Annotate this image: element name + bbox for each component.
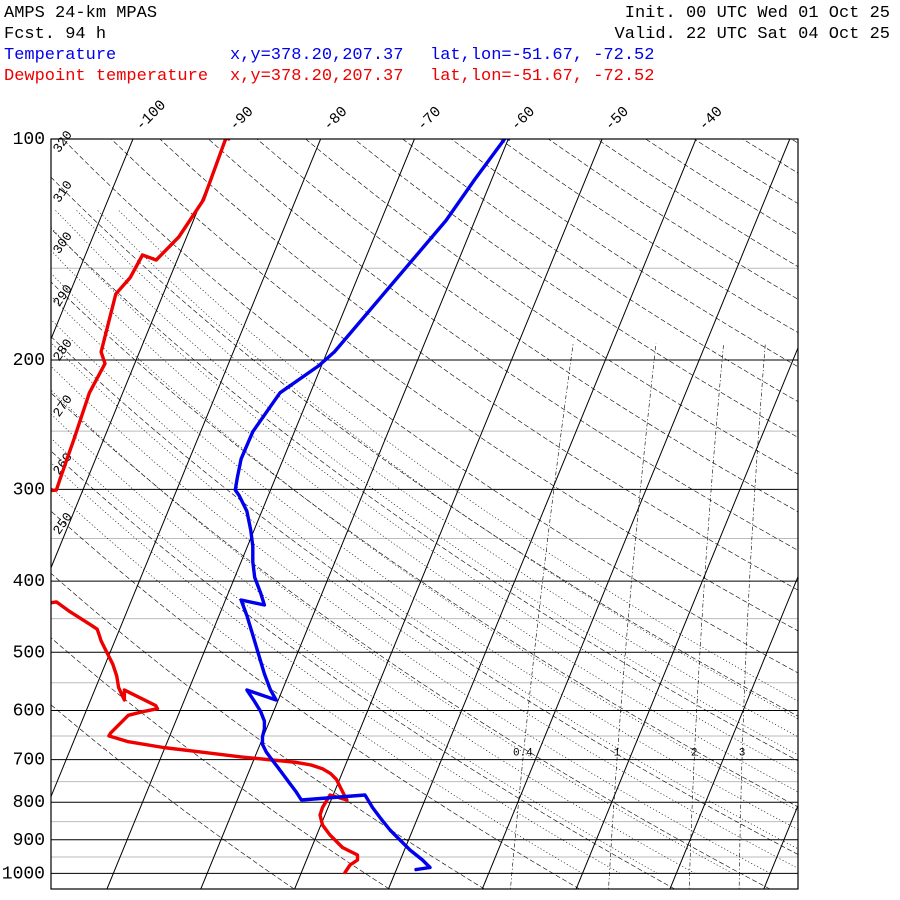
svg-text:400: 400 [13,572,45,592]
svg-text:lat,lon=-51.67, -72.52: lat,lon=-51.67, -72.52 [430,46,654,65]
svg-text:Dewpoint temperature: Dewpoint temperature [4,67,208,86]
svg-text:x,y=378.20,207.37: x,y=378.20,207.37 [230,67,403,86]
svg-text:600: 600 [13,701,45,721]
svg-text:300: 300 [13,480,45,500]
svg-text:900: 900 [13,831,45,851]
svg-text:AMPS 24-km MPAS: AMPS 24-km MPAS [4,4,157,23]
svg-text:lat,lon=-51.67, -72.52: lat,lon=-51.67, -72.52 [430,67,654,86]
svg-text:Valid. 22 UTC Sat 04 Oct 25: Valid. 22 UTC Sat 04 Oct 25 [615,25,890,44]
svg-text:3: 3 [739,748,746,760]
svg-text:1: 1 [614,748,621,760]
svg-text:1000: 1000 [2,864,45,884]
svg-text:Temperature: Temperature [4,46,116,65]
svg-text:2: 2 [691,748,698,760]
svg-text:Fcst. 94 h: Fcst. 94 h [4,25,106,44]
svg-text:Init. 00 UTC Wed 01 Oct 25: Init. 00 UTC Wed 01 Oct 25 [625,4,890,23]
svg-text:700: 700 [13,751,45,771]
svg-text:800: 800 [13,793,45,813]
svg-text:500: 500 [13,643,45,663]
svg-text:200: 200 [13,351,45,371]
svg-text:0.4: 0.4 [513,748,533,760]
svg-text:100: 100 [13,130,45,150]
svg-text:x,y=378.20,207.37: x,y=378.20,207.37 [230,46,403,65]
